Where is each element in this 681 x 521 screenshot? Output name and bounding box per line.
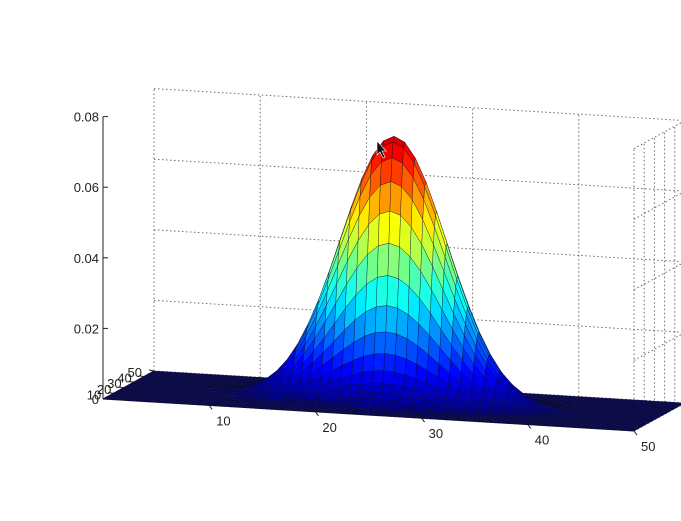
x-tickmark [421, 417, 426, 423]
surface-patch [337, 398, 350, 403]
surface-patch [338, 393, 351, 400]
x-tickmark [208, 405, 213, 410]
y-tickmark [138, 375, 144, 378]
gridline [633, 192, 681, 220]
gridline [153, 158, 681, 192]
surface-patch [378, 210, 391, 246]
y-tick-label: 20 [97, 382, 111, 397]
gridline [633, 334, 681, 361]
surface-patch [623, 429, 636, 432]
x-axis-tick-labels: 10 20 30 40 50 [216, 413, 655, 454]
z-tick-label: 0.08 [74, 110, 99, 125]
surface-patch [359, 392, 372, 399]
surface-patch [294, 400, 307, 403]
y-tick-label: 30 [107, 376, 121, 391]
surface-patch [369, 392, 382, 400]
gridline [153, 88, 681, 121]
surface-patch [374, 331, 386, 355]
surface-patch [391, 393, 404, 402]
x-tick-label: 30 [429, 426, 443, 441]
surface-patch [362, 353, 375, 373]
surface-patch [373, 353, 385, 371]
surface-patch [384, 331, 397, 356]
surface-patch [380, 157, 393, 186]
y-tickmark [148, 369, 155, 372]
x-tick-label: 50 [641, 439, 655, 454]
y-tickmark [108, 391, 114, 394]
surface-patch [388, 210, 401, 248]
surface-patch [315, 399, 328, 403]
mouse-pointer-icon [376, 140, 387, 159]
surface-patch [377, 243, 390, 278]
gridline [633, 263, 681, 291]
surface-patch [349, 383, 362, 394]
surface-patch [385, 305, 398, 335]
x-tickmark [633, 430, 638, 436]
surface-patch [326, 399, 339, 403]
surface-patch [370, 383, 383, 394]
surface-patch [348, 392, 361, 399]
gridline [153, 229, 681, 263]
surface-patch [358, 398, 371, 404]
x-tick-label: 20 [322, 420, 336, 435]
x-tickmark [527, 424, 532, 429]
surface-patch [305, 399, 318, 403]
surface-patch [382, 370, 395, 385]
surface-patch [274, 398, 287, 401]
surface-patch [375, 305, 388, 333]
surface-patch [386, 275, 399, 309]
surface-patch [392, 384, 405, 396]
gridline [633, 122, 681, 150]
surface-patch [387, 243, 400, 279]
surface-patch [264, 397, 277, 400]
x-tickmark [314, 411, 319, 417]
z-tick-label: 0 [92, 392, 99, 407]
surface-patch [380, 392, 393, 401]
surface-patch [379, 181, 392, 215]
surface-patch [361, 370, 374, 385]
y-axis-tick-labels: 10 20 30 40 50 [87, 365, 142, 402]
surface-patch [393, 371, 406, 387]
z-tick-label: 0.02 [74, 321, 99, 336]
surface-patch [381, 383, 394, 394]
surface-patch [363, 332, 376, 357]
surface-patch [376, 275, 389, 308]
surface-patch [383, 353, 396, 373]
y-tickmark [128, 380, 134, 383]
z-tick-label: 0.06 [74, 180, 99, 195]
surface-patch [285, 398, 297, 401]
x-tick-label: 10 [216, 413, 230, 428]
surface-patch [347, 398, 360, 403]
y-tickmark [118, 386, 124, 389]
surface-patch [389, 181, 402, 216]
surface-mesh [102, 136, 681, 432]
surface-patch [368, 398, 381, 404]
gridline [153, 299, 681, 333]
x-tick-label: 40 [535, 433, 549, 448]
z-axis-tick-labels: 0 0.02 0.04 0.06 0.08 [74, 110, 99, 407]
surface-patch [372, 370, 384, 384]
y-tick-label: 40 [117, 371, 131, 386]
surface-patch [394, 355, 407, 375]
y-tick-label: 50 [128, 365, 142, 380]
y-tick-label: 10 [87, 387, 101, 402]
z-tick-label: 0.04 [74, 251, 99, 266]
surface-patch [360, 383, 373, 393]
